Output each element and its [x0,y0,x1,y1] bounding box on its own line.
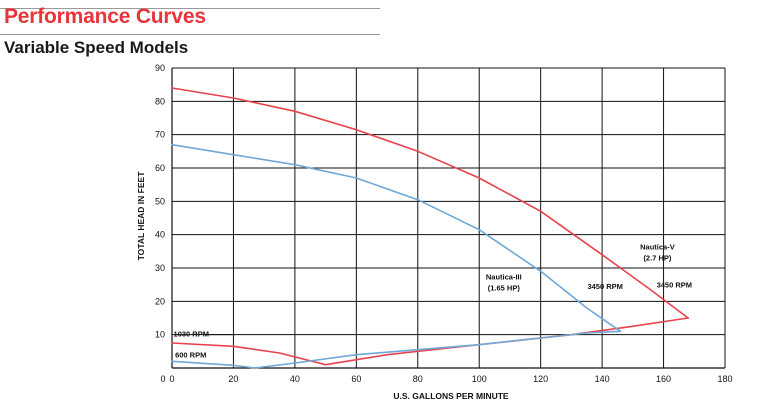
x-tick-label: 40 [290,374,300,384]
page-subtitle: Variable Speed Models [4,38,189,57]
y-tick-label: 10 [155,330,165,340]
chart-annotations: Nautica-V(2.7 HP) Nautica-III(1.65 HP) 345… [174,243,692,360]
y-axis-label: TOTAL HEAD IN FEET [136,171,146,261]
series-line-nautica_iii_low [171,330,622,369]
annotation-nautica_v_hp: (2.7 HP) [643,253,671,262]
y-tick-label: 50 [155,196,165,206]
annotation-rpm_3450_b: 3450 RPM [657,280,692,289]
chart-grid [171,67,726,369]
annotation-nautica_iii_name: Nautica-III [486,273,522,282]
x-tick-label: 20 [228,374,238,384]
x-tick-label: 120 [533,374,548,384]
title-rule-top [0,8,380,9]
series-line-nautica_v [171,87,689,319]
x-axis-label: U.S. GALLONS PER MINUTE [393,391,509,401]
x-tick-label: 160 [656,374,671,384]
annotation-rpm_3450_a: 3450 RPM [587,282,622,291]
y-tick-label: 20 [155,296,165,306]
page-title: Performance Curves [4,5,206,28]
x-tick-label: 60 [351,374,361,384]
origin-tick-label: 0 [160,374,165,384]
x-tick-label: 140 [595,374,610,384]
y-tick-label: 40 [155,230,165,240]
y-tick-label: 70 [155,130,165,140]
chart-ticks: 0 20 40 60 80 100 120 140 160 180 10 20 30 40 50 60 70 80… [155,63,733,384]
x-tick-label: 80 [413,374,423,384]
y-tick-label: 30 [155,263,165,273]
x-tick-label: 180 [717,374,732,384]
annotation-rpm_1030: 1030 RPM [174,329,209,338]
x-tick-label: 0 [169,374,174,384]
y-tick-label: 90 [155,63,165,73]
series-line-nautica_iii [171,143,622,333]
y-tick-label: 60 [155,163,165,173]
annotation-nautica_v_name: Nautica-V [640,243,675,252]
series-line-nautica_v_low [171,317,689,366]
x-tick-label: 100 [472,374,487,384]
y-tick-label: 80 [155,96,165,106]
chart-series [171,87,689,369]
title-rule-bottom [0,34,380,35]
annotation-rpm_600: 600 RPM [175,351,206,360]
annotation-nautica_iii_hp: (1.65 HP) [488,283,521,292]
